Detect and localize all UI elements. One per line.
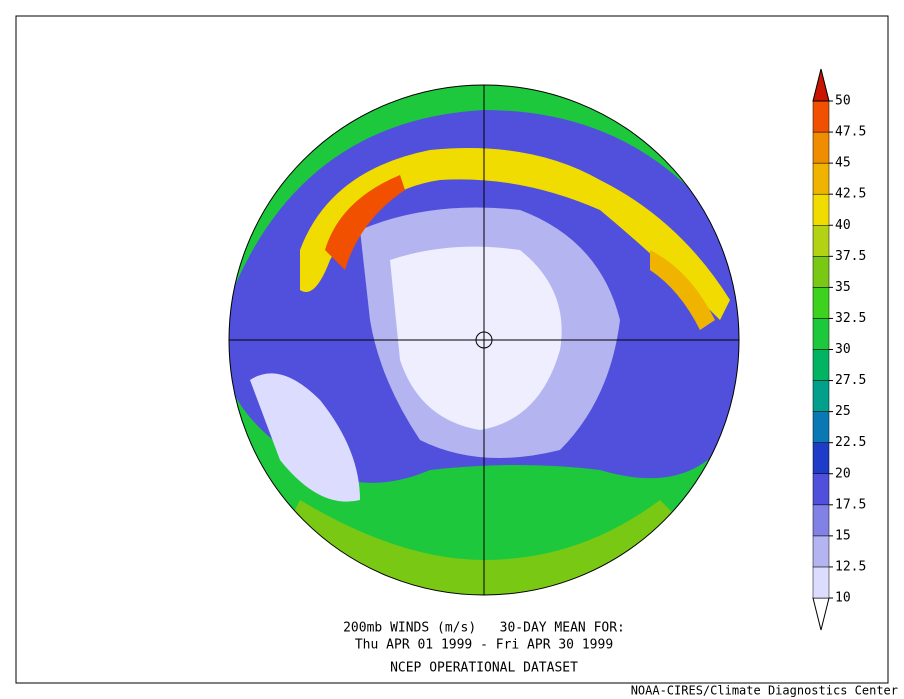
colorbar-label: 37.5 [835,249,866,264]
colorbar-label: 15 [835,528,851,543]
title-line: 200mb WINDS (m/s) 30-DAY MEAN FOR: [343,621,625,636]
title-line: Thu APR 01 1999 - Fri APR 30 1999 [355,638,613,653]
colorbar-band [812,225,830,257]
colorbar-label: 20 [835,466,851,481]
colorbar-label: 40 [835,218,851,233]
colorbar-label: 27.5 [835,373,866,388]
colorbar-band [812,131,830,164]
pole-marker [475,331,493,349]
colorbar-band [812,162,830,195]
colorbar-band [812,504,830,537]
field-jet [300,148,730,320]
colorbar-label: 42.5 [835,187,866,202]
colorbar-label: 12.5 [835,559,866,574]
colorbar-label: 45 [835,156,851,171]
colorbar-label: 25 [835,404,851,419]
colorbar-label: 35 [835,280,851,295]
colorbar-band [812,349,830,381]
colorbar-under [812,597,830,631]
title-line: NCEP OPERATIONAL DATASET [390,661,578,676]
colorbar-band [812,287,830,319]
colorbar-band [812,566,830,599]
field-jet-core [325,175,405,270]
colorbar-band [812,318,830,350]
colorbar-label: 10 [835,591,851,606]
colorbar-band [812,193,830,226]
colorbar-label: 30 [835,342,851,357]
colorbar-band [812,442,830,474]
credit: NOAA-CIRES/Climate Diagnostics Center [631,684,898,698]
field-white-west [250,373,360,502]
colorbar-band [812,256,830,288]
colorbar-band [812,535,830,568]
colorbar-label: 47.5 [835,125,866,140]
colorbar-over [812,68,830,102]
colorbar-band [812,411,830,443]
colorbar-label: 50 [835,94,851,109]
field-jet-east [650,250,715,330]
colorbar-label: 17.5 [835,497,866,512]
colorbar-band [812,380,830,412]
colorbar-band [812,473,830,506]
colorbar-label: 22.5 [835,435,866,450]
colorbar: 10 12.5 15 17.5 20 22.5 25 27.5 30 32.5 35 37.5 40 42… [812,68,866,631]
colorbar-band [812,100,830,133]
colorbar-label: 32.5 [835,311,866,326]
frame [15,15,889,684]
